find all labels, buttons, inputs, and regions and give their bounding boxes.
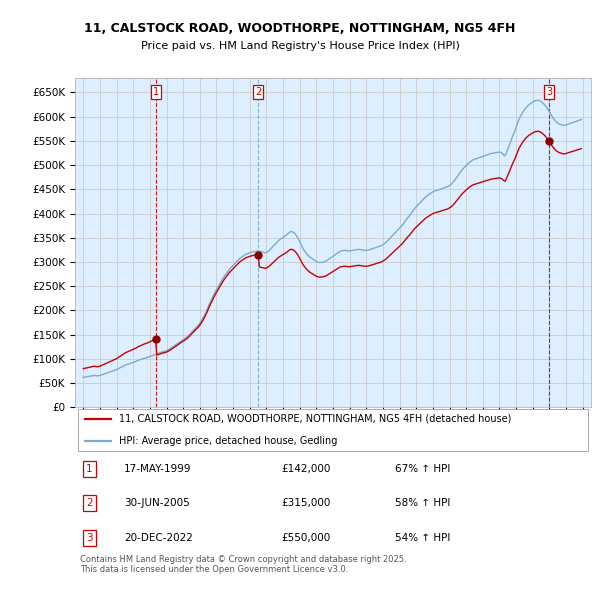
Text: 1: 1: [86, 464, 93, 474]
Text: HPI: Average price, detached house, Gedling: HPI: Average price, detached house, Gedl…: [119, 436, 337, 446]
Text: 2: 2: [255, 87, 261, 97]
Text: 20-DEC-2022: 20-DEC-2022: [124, 533, 193, 543]
Text: 11, CALSTOCK ROAD, WOODTHORPE, NOTTINGHAM, NG5 4FH: 11, CALSTOCK ROAD, WOODTHORPE, NOTTINGHA…: [85, 22, 515, 35]
Text: 3: 3: [86, 533, 93, 543]
Text: 58% ↑ HPI: 58% ↑ HPI: [395, 499, 450, 508]
Text: Price paid vs. HM Land Registry's House Price Index (HPI): Price paid vs. HM Land Registry's House …: [140, 41, 460, 51]
Text: 2: 2: [86, 499, 93, 508]
Text: 54% ↑ HPI: 54% ↑ HPI: [395, 533, 450, 543]
FancyBboxPatch shape: [77, 409, 589, 451]
Text: 67% ↑ HPI: 67% ↑ HPI: [395, 464, 450, 474]
Text: 11, CALSTOCK ROAD, WOODTHORPE, NOTTINGHAM, NG5 4FH (detached house): 11, CALSTOCK ROAD, WOODTHORPE, NOTTINGHA…: [119, 414, 511, 424]
Text: 30-JUN-2005: 30-JUN-2005: [124, 499, 190, 508]
Text: 1: 1: [153, 87, 159, 97]
Text: £142,000: £142,000: [281, 464, 331, 474]
Text: 3: 3: [546, 87, 552, 97]
Text: £550,000: £550,000: [281, 533, 331, 543]
Text: 17-MAY-1999: 17-MAY-1999: [124, 464, 191, 474]
Text: Contains HM Land Registry data © Crown copyright and database right 2025.
This d: Contains HM Land Registry data © Crown c…: [80, 555, 407, 574]
Text: £315,000: £315,000: [281, 499, 331, 508]
